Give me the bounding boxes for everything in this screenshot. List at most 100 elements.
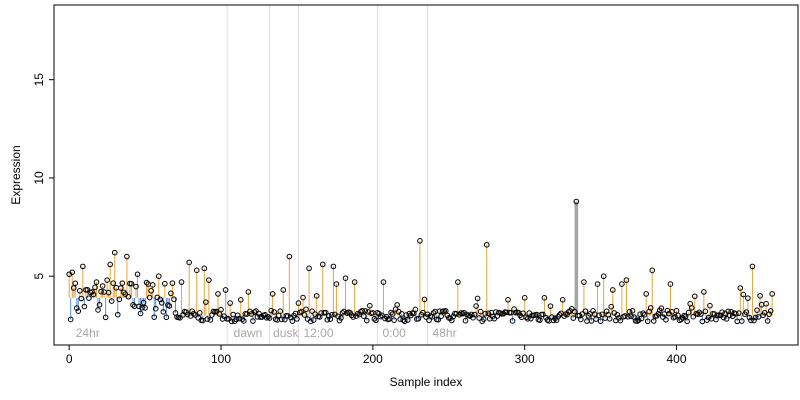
expression-point — [322, 309, 329, 316]
expression-point — [367, 302, 373, 309]
y-tick-label: 10 — [32, 171, 46, 185]
expression-point — [78, 295, 85, 302]
expression-point — [133, 283, 139, 290]
expression-point — [570, 315, 577, 321]
expression-point — [96, 301, 103, 308]
expression-point — [737, 285, 744, 291]
expression-point — [754, 307, 760, 313]
expression-point — [75, 308, 82, 314]
expression-point — [380, 279, 387, 285]
expression-point — [149, 282, 156, 288]
expression-point — [471, 311, 478, 318]
expression-point — [166, 303, 173, 309]
expression-point — [190, 310, 197, 317]
expression-point — [732, 311, 739, 317]
expression-point — [186, 259, 192, 266]
y-tick-label: 15 — [32, 73, 46, 87]
expression-point — [581, 279, 587, 285]
expression-point — [623, 277, 630, 283]
expression-point — [672, 314, 678, 320]
expression-point — [162, 280, 168, 287]
expression-point — [691, 293, 698, 300]
expression-point — [755, 314, 762, 320]
expression-point — [168, 290, 174, 297]
expression-point — [588, 318, 595, 324]
expression-point — [701, 289, 707, 295]
x-axis-title: Sample index — [390, 375, 463, 389]
expression-point — [313, 293, 320, 299]
expression-stems — [68, 201, 773, 322]
expression-point — [329, 311, 335, 318]
expression-point — [363, 317, 370, 324]
expression-point — [377, 313, 384, 320]
expression-point — [371, 316, 378, 322]
expression-point — [102, 314, 109, 321]
expression-point — [521, 295, 528, 301]
expression-point — [619, 281, 625, 287]
expression-point — [169, 280, 176, 286]
expression-point — [108, 298, 115, 304]
expression-point — [137, 310, 144, 317]
expression-point — [114, 311, 121, 318]
expression-point — [628, 313, 634, 320]
expression-point — [622, 313, 628, 319]
x-tick-label: 100 — [211, 352, 231, 366]
expression-point — [649, 267, 656, 274]
expression-point — [99, 283, 106, 289]
expression-point — [582, 308, 589, 314]
expression-point — [298, 308, 305, 315]
expression-point — [480, 316, 487, 322]
expression-point — [568, 306, 575, 312]
expression-point — [73, 305, 80, 311]
expression-point — [240, 318, 247, 324]
expression-point — [265, 314, 271, 320]
expression-point — [421, 296, 428, 303]
expression-point — [527, 315, 534, 322]
expression-point — [118, 285, 124, 291]
expression-point — [81, 303, 88, 310]
expression-point — [192, 312, 199, 318]
expression-point — [92, 284, 98, 291]
expression-point — [678, 316, 684, 323]
y-axis-title: Expression — [9, 145, 23, 204]
expression-point — [336, 317, 343, 324]
expression-point — [540, 311, 546, 318]
expression-point — [763, 300, 769, 307]
expression-point — [684, 318, 690, 325]
expression-point — [549, 314, 555, 320]
expression-point — [524, 315, 531, 322]
expression-point — [690, 313, 697, 320]
expression-point — [541, 295, 548, 301]
expression-point — [578, 316, 584, 323]
expression-point — [647, 305, 654, 311]
expression-point — [629, 308, 636, 314]
expression-point — [228, 318, 235, 325]
x-tick-label: 0 — [66, 352, 73, 366]
expression-point — [376, 310, 382, 317]
expression-point — [685, 309, 692, 316]
expression-point — [640, 310, 646, 316]
expression-point — [204, 316, 211, 322]
expression-point — [473, 303, 479, 309]
expression-point — [140, 299, 147, 306]
expression-point — [159, 300, 165, 306]
expression-point — [193, 267, 200, 274]
expression-point — [658, 305, 665, 312]
expression-point — [116, 296, 123, 303]
expression-point — [207, 317, 214, 323]
expression-point — [435, 316, 441, 323]
expression-point — [139, 304, 145, 311]
expression-point — [593, 316, 599, 322]
expression-point — [470, 314, 476, 321]
expression-point — [688, 305, 695, 311]
expression-point — [594, 281, 601, 287]
expression-point — [333, 281, 340, 287]
expression-point — [95, 307, 101, 313]
expression-point — [157, 296, 164, 303]
expression-point — [98, 288, 104, 295]
expression-point — [389, 311, 396, 317]
section-label: 12:00 — [303, 326, 333, 340]
expression-point — [119, 280, 126, 286]
expression-point — [221, 313, 227, 319]
